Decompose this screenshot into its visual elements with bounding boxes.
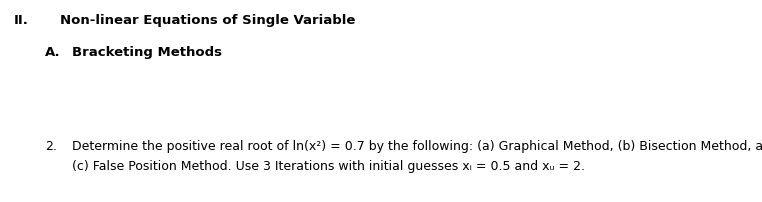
Text: Non-linear Equations of Single Variable: Non-linear Equations of Single Variable [60,14,355,27]
Text: Determine the positive real root of ln(x²) = 0.7 by the following: (a) Graphical: Determine the positive real root of ln(x… [72,140,762,153]
Text: 2.: 2. [45,140,57,153]
Text: Bracketing Methods: Bracketing Methods [72,46,222,59]
Text: (c) False Position Method. Use 3 Iterations with initial guesses xᵢ = 0.5 and xᵤ: (c) False Position Method. Use 3 Iterati… [72,160,585,173]
Text: II.: II. [14,14,29,27]
Text: A.: A. [45,46,61,59]
